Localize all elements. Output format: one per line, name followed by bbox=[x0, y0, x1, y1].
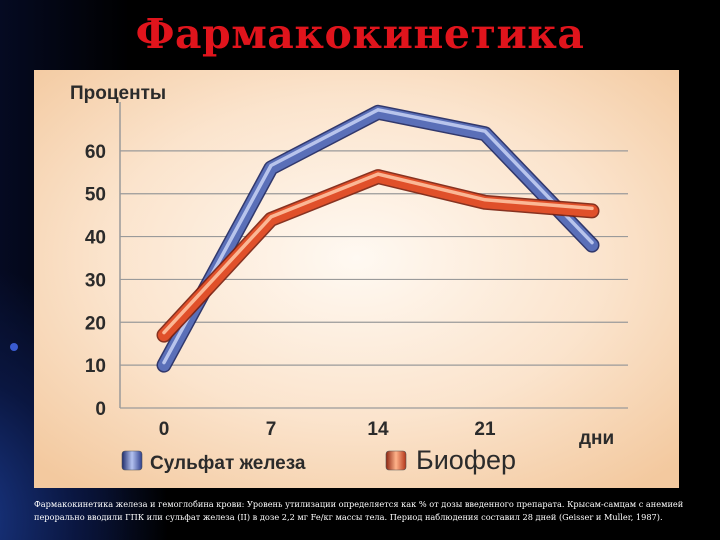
series-line-highlight bbox=[162, 108, 594, 365]
line-chart: 0 10 20 30 40 50 60 0 7 14 21 Проценты дни Сульфат… bbox=[70, 83, 628, 475]
slide-title: Фармакокинетика bbox=[135, 10, 585, 58]
y-tick-label: 30 bbox=[85, 270, 106, 291]
series-line-highlight bbox=[162, 172, 594, 335]
legend-label: Биофер bbox=[416, 445, 516, 475]
y-tick-label: 10 bbox=[85, 356, 106, 377]
slide-caption: Фармакокинетика железа и гемоглобина кро… bbox=[34, 499, 684, 522]
y-tick-label: 0 bbox=[95, 399, 106, 420]
chart-panel: 0 10 20 30 40 50 60 0 7 14 21 Проценты дни Сульфат… bbox=[34, 70, 679, 488]
y-tick-label: 20 bbox=[85, 313, 106, 334]
series-iron-sulfate bbox=[156, 104, 600, 373]
legend-swatch bbox=[385, 450, 407, 471]
x-tick-label: 14 bbox=[367, 419, 389, 440]
legend: Сульфат железа Биофер bbox=[121, 445, 516, 475]
y-axis-label: Проценты bbox=[70, 83, 166, 104]
y-tick-label: 50 bbox=[85, 185, 106, 206]
y-tick-label: 40 bbox=[85, 228, 106, 249]
x-tick-label: 0 bbox=[159, 419, 170, 440]
legend-swatch bbox=[121, 450, 143, 471]
x-tick-label: 21 bbox=[474, 419, 496, 440]
x-axis-label: дни bbox=[579, 428, 614, 449]
bullet-dot bbox=[10, 343, 18, 351]
x-tick-label: 7 bbox=[266, 419, 277, 440]
series-biofer bbox=[156, 169, 600, 343]
legend-label: Сульфат железа bbox=[150, 453, 306, 474]
series-line bbox=[158, 106, 598, 372]
y-tick-label: 60 bbox=[85, 142, 106, 163]
